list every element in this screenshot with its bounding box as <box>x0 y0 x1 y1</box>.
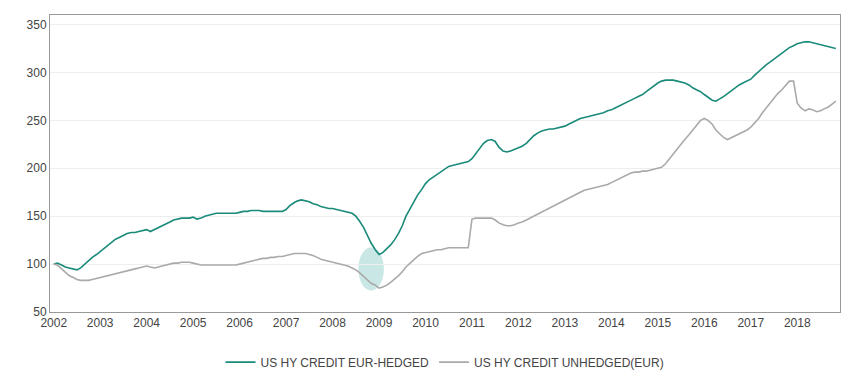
svg-text:350: 350 <box>27 18 47 32</box>
svg-text:2008: 2008 <box>319 316 346 330</box>
svg-text:300: 300 <box>27 66 47 80</box>
svg-text:2003: 2003 <box>87 316 114 330</box>
svg-text:2009: 2009 <box>366 316 393 330</box>
svg-text:250: 250 <box>27 114 47 128</box>
svg-text:2013: 2013 <box>552 316 579 330</box>
svg-text:2010: 2010 <box>412 316 439 330</box>
svg-text:2017: 2017 <box>737 316 764 330</box>
svg-text:200: 200 <box>27 161 47 175</box>
svg-text:2005: 2005 <box>180 316 207 330</box>
svg-text:2011: 2011 <box>459 316 485 330</box>
svg-text:2006: 2006 <box>226 316 253 330</box>
svg-text:2012: 2012 <box>505 316 532 330</box>
svg-text:2007: 2007 <box>273 316 300 330</box>
svg-text:50: 50 <box>33 305 47 319</box>
svg-text:2018: 2018 <box>784 316 811 330</box>
svg-text:100: 100 <box>27 257 47 271</box>
svg-text:US HY CREDIT UNHEDGED(EUR): US HY CREDIT UNHEDGED(EUR) <box>474 356 664 370</box>
svg-text:2004: 2004 <box>133 316 160 330</box>
svg-text:US HY CREDIT EUR-HEDGED: US HY CREDIT EUR-HEDGED <box>261 356 430 370</box>
svg-text:150: 150 <box>27 209 47 223</box>
svg-text:2015: 2015 <box>644 316 671 330</box>
svg-text:2014: 2014 <box>598 316 625 330</box>
svg-text:2016: 2016 <box>691 316 718 330</box>
svg-text:2002: 2002 <box>40 316 67 330</box>
